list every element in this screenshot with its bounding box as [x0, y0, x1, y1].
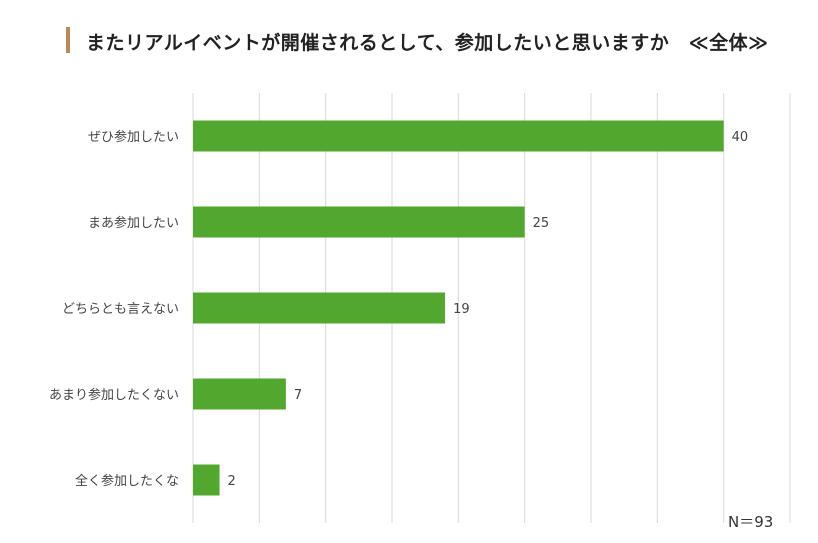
category-label: まあ参加したい	[88, 215, 179, 231]
bar	[193, 464, 220, 496]
bar	[193, 292, 446, 324]
data-label: 40	[732, 130, 749, 145]
bar	[193, 206, 525, 238]
title-accent-bar	[66, 27, 70, 53]
category-label: ぜひ参加したい	[88, 129, 179, 145]
chart-title: またリアルイベントが開催されるとして、参加したいと思いますか ≪全体≫	[86, 32, 769, 54]
data-label: 7	[294, 388, 302, 403]
sample-size-label: N＝93	[728, 513, 774, 531]
category-label: どちらとも言えない	[62, 302, 179, 317]
bar	[193, 120, 724, 152]
data-label: 2	[228, 474, 236, 489]
category-label: あまり参加したくない	[49, 387, 179, 403]
bar	[193, 378, 286, 410]
data-label: 25	[533, 216, 550, 231]
data-label: 19	[453, 302, 470, 317]
category-label: 全く参加したくな	[75, 473, 179, 489]
